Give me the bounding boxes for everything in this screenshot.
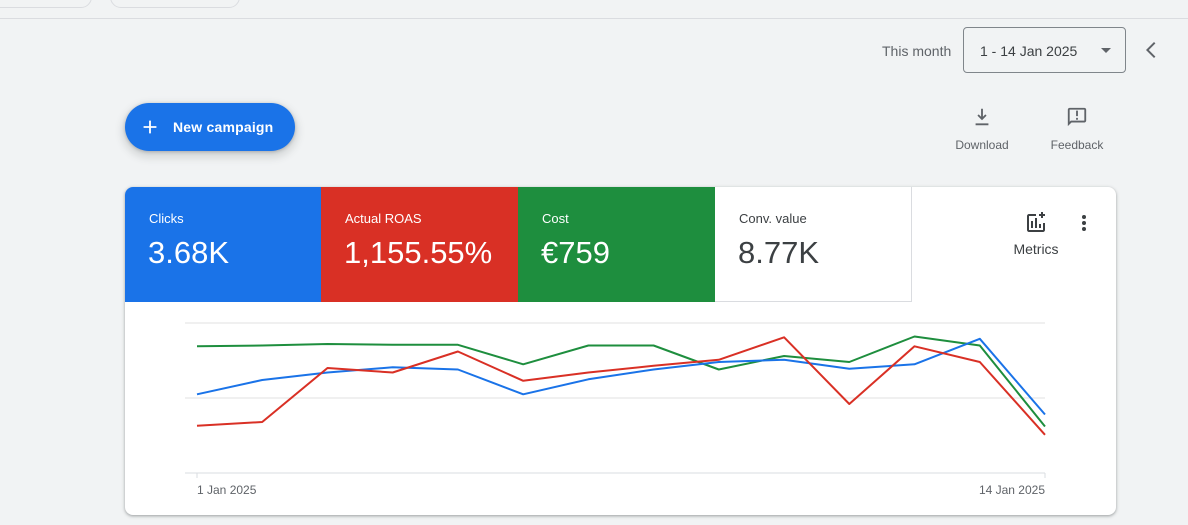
download-button[interactable]: Download: [945, 106, 1019, 152]
series-line-cost: [196, 335, 1046, 428]
scorecard-label: Cost: [542, 211, 569, 226]
scorecard-value: 1,155.55%: [344, 235, 493, 270]
date-range-value: 1 - 14 Jan 2025: [980, 43, 1078, 59]
scorecard-label: Conv. value: [739, 211, 807, 226]
scorecard-label: Clicks: [149, 211, 184, 226]
scorecard-clicks[interactable]: Clicks 3.68K: [125, 187, 321, 302]
top-toolbar-strip: [0, 0, 1188, 19]
top-filter-chip-2[interactable]: [110, 0, 240, 8]
scorecard-value: 8.77K: [738, 235, 820, 270]
scorecard-cost[interactable]: Cost €759: [518, 187, 715, 302]
date-range-select[interactable]: 1 - 14 Jan 2025: [963, 27, 1126, 73]
new-campaign-label: New campaign: [173, 119, 274, 135]
scorecard-actual-roas[interactable]: Actual ROAS 1,155.55%: [321, 187, 518, 302]
new-campaign-button[interactable]: New campaign: [125, 103, 295, 151]
feedback-button[interactable]: Feedback: [1040, 106, 1114, 152]
series-line-clicks: [196, 337, 1046, 416]
chevron-left-icon[interactable]: [1140, 38, 1164, 62]
x-tick-label-end: 14 Jan 2025: [979, 483, 1045, 497]
metrics-label: Metrics: [1013, 241, 1059, 257]
caret-down-icon: [1101, 48, 1111, 53]
series-line-actual-roas: [196, 336, 1046, 436]
download-icon: [975, 108, 989, 126]
scorecard-value: €759: [541, 235, 610, 270]
download-label: Download: [955, 138, 1009, 152]
series-layer: [196, 335, 1046, 436]
performance-card: Clicks 3.68K Actual ROAS 1,155.55% Cost …: [125, 187, 1116, 515]
more-vert-icon[interactable]: [1074, 212, 1094, 236]
plus-icon: [143, 120, 157, 134]
feedback-icon: [1067, 107, 1087, 127]
feedback-label: Feedback: [1050, 138, 1104, 152]
x-tick-label-start: 1 Jan 2025: [197, 483, 257, 497]
top-filter-chip-1[interactable]: [0, 0, 92, 8]
date-range-label: This month: [882, 43, 952, 59]
scorecard-label: Actual ROAS: [345, 211, 422, 226]
scorecard-conv-value[interactable]: Conv. value 8.77K: [715, 187, 912, 302]
metrics-button[interactable]: Metrics: [1001, 211, 1071, 261]
add-chart-icon: [1027, 212, 1045, 232]
scorecard-value: 3.68K: [148, 235, 230, 270]
performance-line-chart: 1 Jan 2025 14 Jan 2025: [185, 322, 1046, 497]
